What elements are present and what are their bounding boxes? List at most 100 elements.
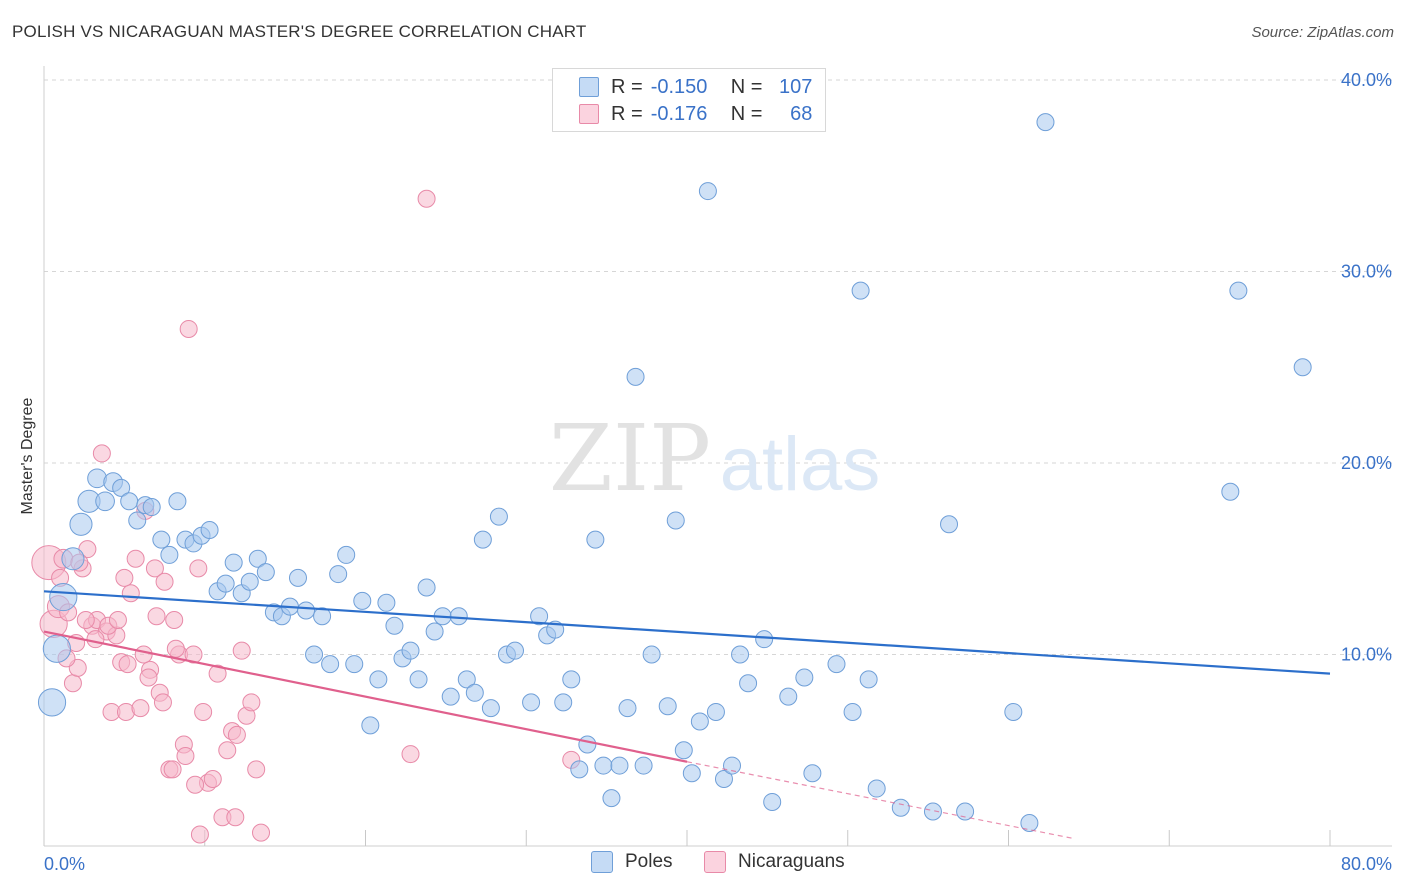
poles-point bbox=[200, 521, 219, 540]
poles-point bbox=[505, 641, 524, 660]
poles-point bbox=[755, 630, 774, 649]
poles-point bbox=[795, 668, 814, 687]
poles-point bbox=[95, 491, 115, 512]
poles-point bbox=[602, 789, 621, 808]
poles-point bbox=[851, 281, 870, 300]
y-tick-label: 10.0% bbox=[1341, 645, 1392, 665]
legend-label-nicaraguans: Nicaraguans bbox=[738, 851, 845, 872]
nicaraguans-point bbox=[134, 645, 153, 664]
poles-point bbox=[923, 802, 942, 821]
poles-point bbox=[1221, 482, 1240, 501]
poles-point bbox=[586, 530, 605, 549]
poles-point bbox=[554, 693, 573, 712]
nicaraguans-point bbox=[417, 189, 436, 208]
nicaraguans-point bbox=[208, 664, 227, 683]
poles-point bbox=[723, 756, 742, 775]
nicaraguans-point bbox=[153, 693, 172, 712]
poles-point bbox=[49, 582, 78, 612]
poles-point bbox=[142, 498, 161, 517]
nicaraguans-point bbox=[226, 808, 245, 827]
poles-point bbox=[361, 716, 380, 735]
nicaraguans-point bbox=[131, 699, 150, 718]
poles-point bbox=[626, 367, 645, 386]
nicaraguans-point bbox=[145, 559, 164, 578]
nicaraguans-point bbox=[247, 760, 266, 779]
poles-point bbox=[658, 697, 677, 716]
nicaraguans-point bbox=[166, 639, 185, 658]
poles-point bbox=[634, 756, 653, 775]
poles-point bbox=[345, 655, 364, 674]
nicaraguans-point bbox=[218, 741, 237, 760]
poles-point bbox=[1229, 281, 1248, 300]
poles-point bbox=[489, 507, 508, 526]
nicaraguans-point bbox=[401, 745, 420, 764]
legend-n-value: 68 bbox=[790, 102, 813, 125]
poles-point bbox=[321, 655, 340, 674]
poles-point bbox=[610, 756, 629, 775]
poles-point bbox=[449, 607, 468, 626]
nicaraguans-point bbox=[108, 611, 127, 630]
nicaraguans-point bbox=[232, 641, 251, 660]
poles-point bbox=[562, 670, 581, 689]
y-tick-label: 30.0% bbox=[1341, 262, 1392, 282]
legend-n-label: N = bbox=[730, 102, 763, 125]
poles-point bbox=[441, 687, 460, 706]
poles-point bbox=[578, 735, 597, 754]
nicaraguans-point bbox=[126, 549, 145, 568]
poles-point bbox=[859, 670, 878, 689]
poles-point bbox=[690, 712, 709, 731]
poles-point bbox=[248, 549, 267, 568]
nicaraguans-point bbox=[115, 568, 134, 587]
poles-point bbox=[618, 699, 637, 718]
poles-point bbox=[288, 568, 307, 587]
legend-swatch-poles bbox=[579, 77, 599, 97]
poles-point bbox=[37, 688, 67, 717]
poles-point bbox=[128, 511, 147, 530]
poles-point bbox=[763, 792, 782, 811]
nicaraguans-point bbox=[165, 611, 184, 630]
poles-point bbox=[297, 601, 316, 620]
poles-point bbox=[674, 741, 693, 760]
poles-point bbox=[216, 574, 235, 593]
poles-point bbox=[87, 468, 107, 489]
nicaraguans-point bbox=[194, 702, 213, 721]
poles-point bbox=[377, 593, 396, 612]
poles-point bbox=[425, 622, 444, 641]
legend-n-label: N = bbox=[730, 75, 763, 98]
poles-point bbox=[779, 687, 798, 706]
source-label: Source: ZipAtlas.com bbox=[1251, 24, 1394, 41]
poles-point bbox=[827, 655, 846, 674]
nicaraguans-point bbox=[139, 668, 158, 687]
watermark-atlas: atlas bbox=[720, 422, 881, 507]
poles-point bbox=[61, 547, 85, 571]
nicaraguans-point bbox=[121, 584, 140, 603]
nicaraguans-point bbox=[76, 611, 95, 630]
nicaraguans-point bbox=[186, 775, 205, 794]
legend-r-label: R = bbox=[611, 75, 643, 98]
tick-labels: 10.0% 20.0% 30.0% 40.0% 0.0% 80.0% bbox=[44, 70, 1392, 874]
y-tick-label: 20.0% bbox=[1341, 453, 1392, 473]
poles-point bbox=[594, 756, 613, 775]
x-tick-label: 0.0% bbox=[44, 854, 85, 874]
poles-point bbox=[803, 764, 822, 783]
poles-point bbox=[256, 563, 275, 582]
nicaraguans-point bbox=[163, 760, 182, 779]
poles-point bbox=[152, 530, 171, 549]
poles-point bbox=[401, 641, 420, 660]
poles-point bbox=[417, 578, 436, 597]
poles-point bbox=[481, 699, 500, 718]
nicaraguans-point bbox=[92, 444, 111, 463]
legend-item-poles[interactable]: Poles bbox=[591, 851, 673, 873]
x-tick-label: 80.0% bbox=[1341, 854, 1392, 874]
poles-point bbox=[305, 645, 324, 664]
nicaraguans-trend-extension bbox=[686, 761, 1073, 839]
poles-point bbox=[473, 530, 492, 549]
poles-point bbox=[224, 553, 243, 572]
legend-item-nicaraguans[interactable]: Nicaraguans bbox=[704, 851, 845, 873]
nicaraguans-point bbox=[147, 607, 166, 626]
poles-point bbox=[168, 492, 187, 511]
nicaraguans-point bbox=[155, 572, 174, 591]
poles-point bbox=[160, 545, 179, 564]
poles-point bbox=[682, 764, 701, 783]
legend-label-poles: Poles bbox=[625, 851, 673, 872]
